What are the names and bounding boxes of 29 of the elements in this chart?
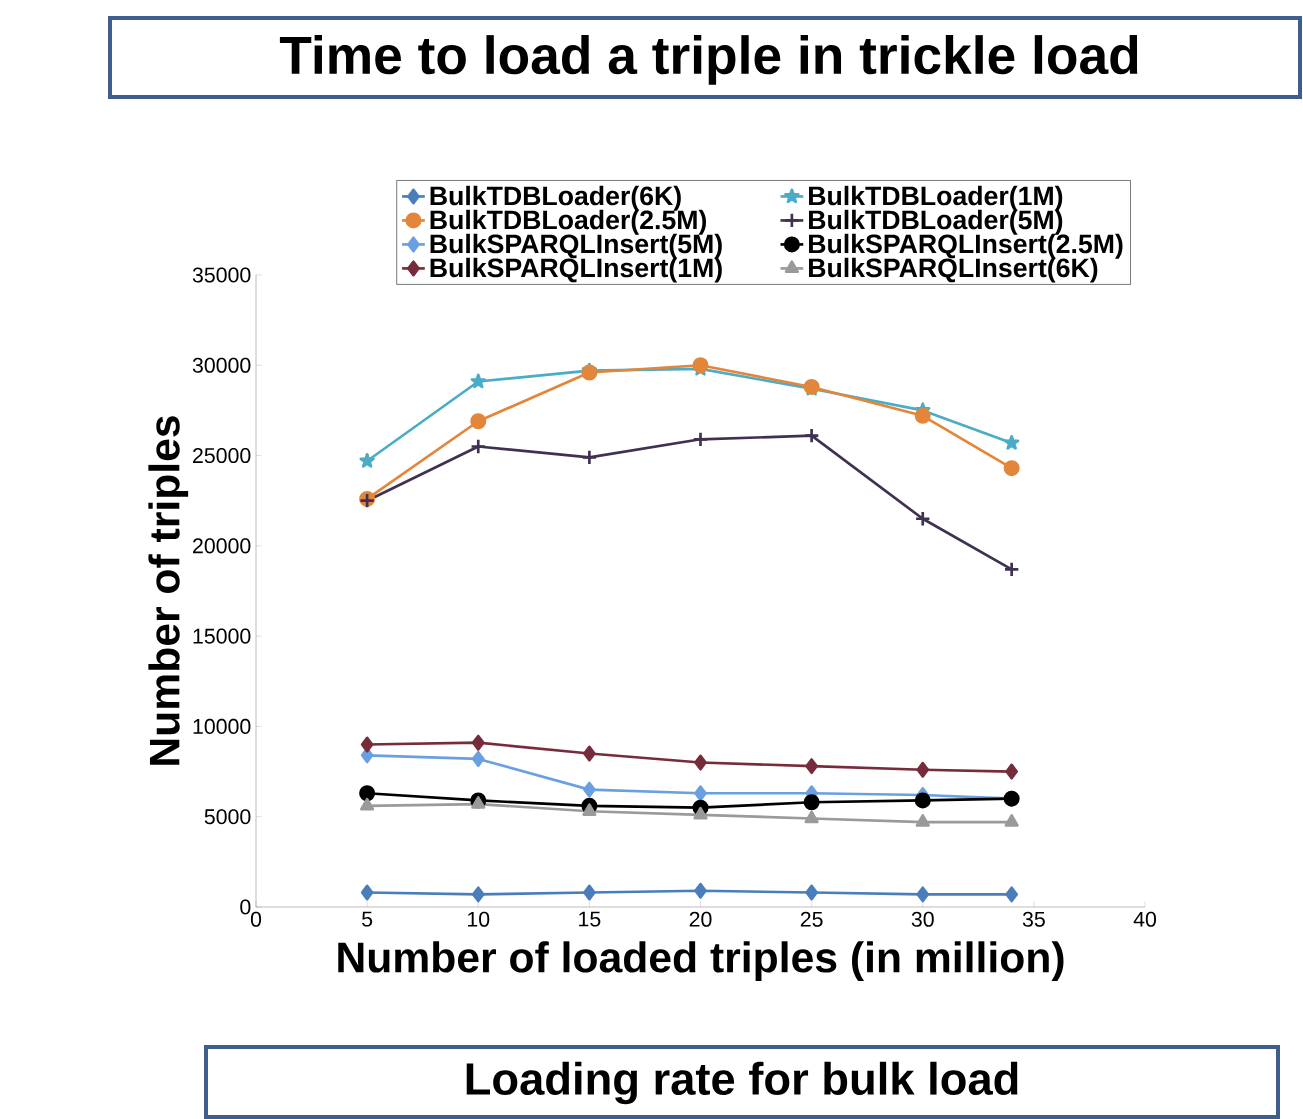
x-tick-label: 15 <box>579 911 601 927</box>
y-tick-label: 30000 <box>192 357 251 373</box>
legend-label: BulkSPARQLInsert(2.5M) <box>809 233 1123 259</box>
legend-label: BulkTDBLoader(1M) <box>809 185 1063 211</box>
y-tick-label: 5000 <box>204 809 251 825</box>
chart-title: Time to load a triple in trickle load <box>279 35 1138 85</box>
text: Loading rate for bulk load <box>466 1061 1018 1105</box>
x-tick-label: 25 <box>800 911 823 927</box>
y-tick-label: 20000 <box>193 538 251 554</box>
y-tick-label: 35000 <box>192 267 251 283</box>
x-axis-title: Number of loaded triples (in million) <box>338 941 1064 982</box>
x-tick-label: 40 <box>1133 911 1157 927</box>
x-tick-label: 0 <box>250 911 262 927</box>
x-tick-label: 20 <box>689 911 712 927</box>
legend-label: BulkTDBLoader(6K) <box>430 185 681 211</box>
legend-label: BulkSPARQLInsert(6K) <box>809 257 1098 283</box>
y-tick-label: 25000 <box>193 448 251 464</box>
x-tick-label: 35 <box>1022 911 1045 927</box>
y-tick-label: 10000 <box>193 718 251 734</box>
legend-label: BulkSPARQLInsert(5M) <box>430 233 722 259</box>
x-tick-label: 10 <box>468 911 490 927</box>
y-axis-title: Number of triples <box>148 416 189 765</box>
x-tick-label: 5 <box>362 911 373 927</box>
y-tick-label: 0 <box>240 899 251 915</box>
legend-label: BulkTDBLoader(2.5M) <box>430 209 707 235</box>
x-tick-label: 30 <box>911 911 934 927</box>
y-tick-label: 15000 <box>193 628 251 644</box>
legend-label: BulkSPARQLInsert(1M) <box>430 257 722 283</box>
legend-label: BulkTDBLoader(5M) <box>809 209 1063 235</box>
